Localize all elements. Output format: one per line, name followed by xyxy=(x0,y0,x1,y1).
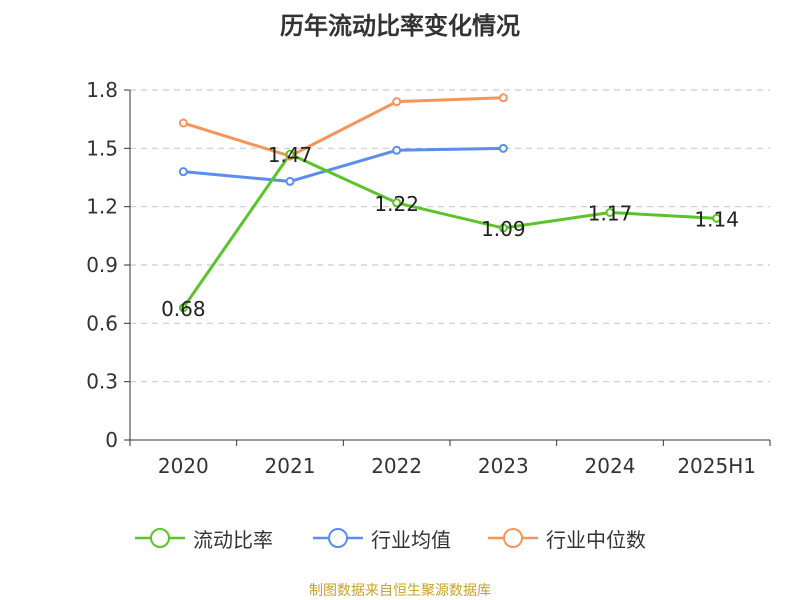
data-point xyxy=(392,145,402,155)
y-tick-label: 0.6 xyxy=(86,311,118,335)
y-tick-label: 0.9 xyxy=(86,253,118,277)
chart-title: 历年流动比率变化情况 xyxy=(280,12,520,40)
data-labels: 0.68 1.47 1.22 1.09 1.17 1.14 xyxy=(161,143,739,321)
legend-line-icon xyxy=(135,528,185,548)
legend-label: 行业中位数 xyxy=(546,527,646,552)
series-line xyxy=(181,96,505,158)
y-tick-label: 1.5 xyxy=(86,136,118,160)
y-tick-label: 0 xyxy=(105,428,118,452)
data-label: 1.14 xyxy=(694,207,739,231)
data-point xyxy=(178,167,188,177)
data-point xyxy=(178,303,188,313)
x-tick-label: 2024 xyxy=(585,454,636,478)
x-tick-label: 2020 xyxy=(158,454,209,478)
x-tick-label: 2025H1 xyxy=(677,454,756,478)
data-point xyxy=(498,143,508,153)
legend-item-current-ratio[interactable]: 流动比率 xyxy=(135,520,273,556)
data-point xyxy=(285,176,295,186)
legend-item-industry-median[interactable]: 行业中位数 xyxy=(488,520,646,556)
x-tick-label: 2022 xyxy=(371,454,422,478)
data-label: 0.68 xyxy=(161,297,206,321)
legend-label: 行业均值 xyxy=(371,527,451,552)
data-point xyxy=(498,223,508,233)
data-point xyxy=(605,208,615,217)
series-line xyxy=(181,152,719,310)
data-label: 1.47 xyxy=(268,143,313,167)
legend-label: 流动比率 xyxy=(193,527,273,552)
axes: 0 0.3 0.6 0.9 1.2 1.5 1.8 2020 2021 2022 2023 2024 2… xyxy=(86,78,771,478)
legend-line-icon xyxy=(313,528,363,548)
legend-line-icon xyxy=(488,528,538,548)
series-lines xyxy=(181,96,719,310)
legend-item-industry-mean[interactable]: 行业均值 xyxy=(313,520,451,556)
data-point xyxy=(392,198,402,208)
data-point xyxy=(178,118,188,128)
data-point xyxy=(498,93,508,103)
data-point xyxy=(392,97,402,107)
data-label: 1.09 xyxy=(481,217,526,241)
y-tick-label: 1.2 xyxy=(86,195,118,219)
data-label: 1.17 xyxy=(588,202,633,226)
data-label: 1.22 xyxy=(374,192,419,216)
x-tick-label: 2021 xyxy=(265,454,316,478)
x-tick-label: 2023 xyxy=(478,454,529,478)
data-point xyxy=(285,149,295,159)
y-tick-label: 0.3 xyxy=(86,370,118,394)
series-line xyxy=(181,146,505,183)
grid-lines xyxy=(130,89,770,383)
source-note: 制图数据来自恒生聚源数据库 xyxy=(309,583,491,599)
data-point xyxy=(712,213,722,223)
y-tick-label: 1.8 xyxy=(86,78,118,102)
legend: 流动比率 行业均值 行业中位数 xyxy=(0,520,800,556)
series-points xyxy=(178,93,722,313)
